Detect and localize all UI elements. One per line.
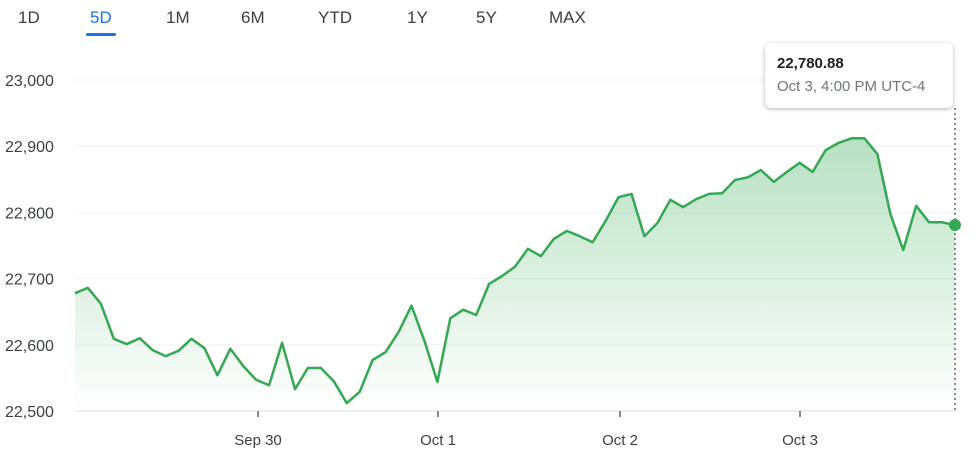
tab-1m[interactable]: 1M	[166, 8, 190, 28]
tab-label: 6M	[241, 8, 265, 27]
tab-ytd[interactable]: YTD	[318, 8, 352, 28]
y-tick-label: 23,000	[5, 73, 54, 90]
x-tick-label: Oct 2	[602, 432, 638, 449]
tab-6m[interactable]: 6M	[241, 8, 265, 28]
y-tick-label: 22,700	[5, 272, 54, 289]
last-point-marker	[949, 219, 961, 232]
tooltip-time: Oct 3, 4:00 PM UTC-4	[777, 78, 926, 95]
tab-max[interactable]: MAX	[549, 8, 586, 28]
x-tick-label: Oct 1	[420, 432, 456, 449]
area-fill	[75, 138, 955, 412]
y-tick-label: 22,600	[5, 338, 54, 355]
tab-label: 5Y	[476, 8, 497, 27]
y-tick-label: 22,500	[5, 404, 54, 421]
x-tick-label: Sep 30	[234, 432, 282, 449]
y-tick-label: 22,900	[5, 139, 54, 156]
series-line	[74, 137, 956, 405]
tab-5d[interactable]: 5D	[86, 8, 116, 36]
x-tick-label: Oct 3	[782, 432, 818, 449]
active-tab-indicator	[86, 33, 116, 36]
tab-label: 5D	[90, 8, 112, 27]
tab-5y[interactable]: 5Y	[476, 8, 497, 28]
tab-label: MAX	[549, 8, 586, 27]
tab-label: YTD	[318, 8, 352, 27]
tab-label: 1M	[166, 8, 190, 27]
tab-1d[interactable]: 1D	[18, 8, 40, 28]
tooltip: 22,780.88 Oct 3, 4:00 PM UTC-4	[765, 43, 953, 108]
tab-label: 1D	[18, 8, 40, 27]
y-tick-label: 22,800	[5, 205, 54, 222]
tooltip-value: 22,780.88	[777, 55, 844, 72]
tab-label: 1Y	[407, 8, 428, 27]
tab-1y[interactable]: 1Y	[407, 8, 428, 28]
